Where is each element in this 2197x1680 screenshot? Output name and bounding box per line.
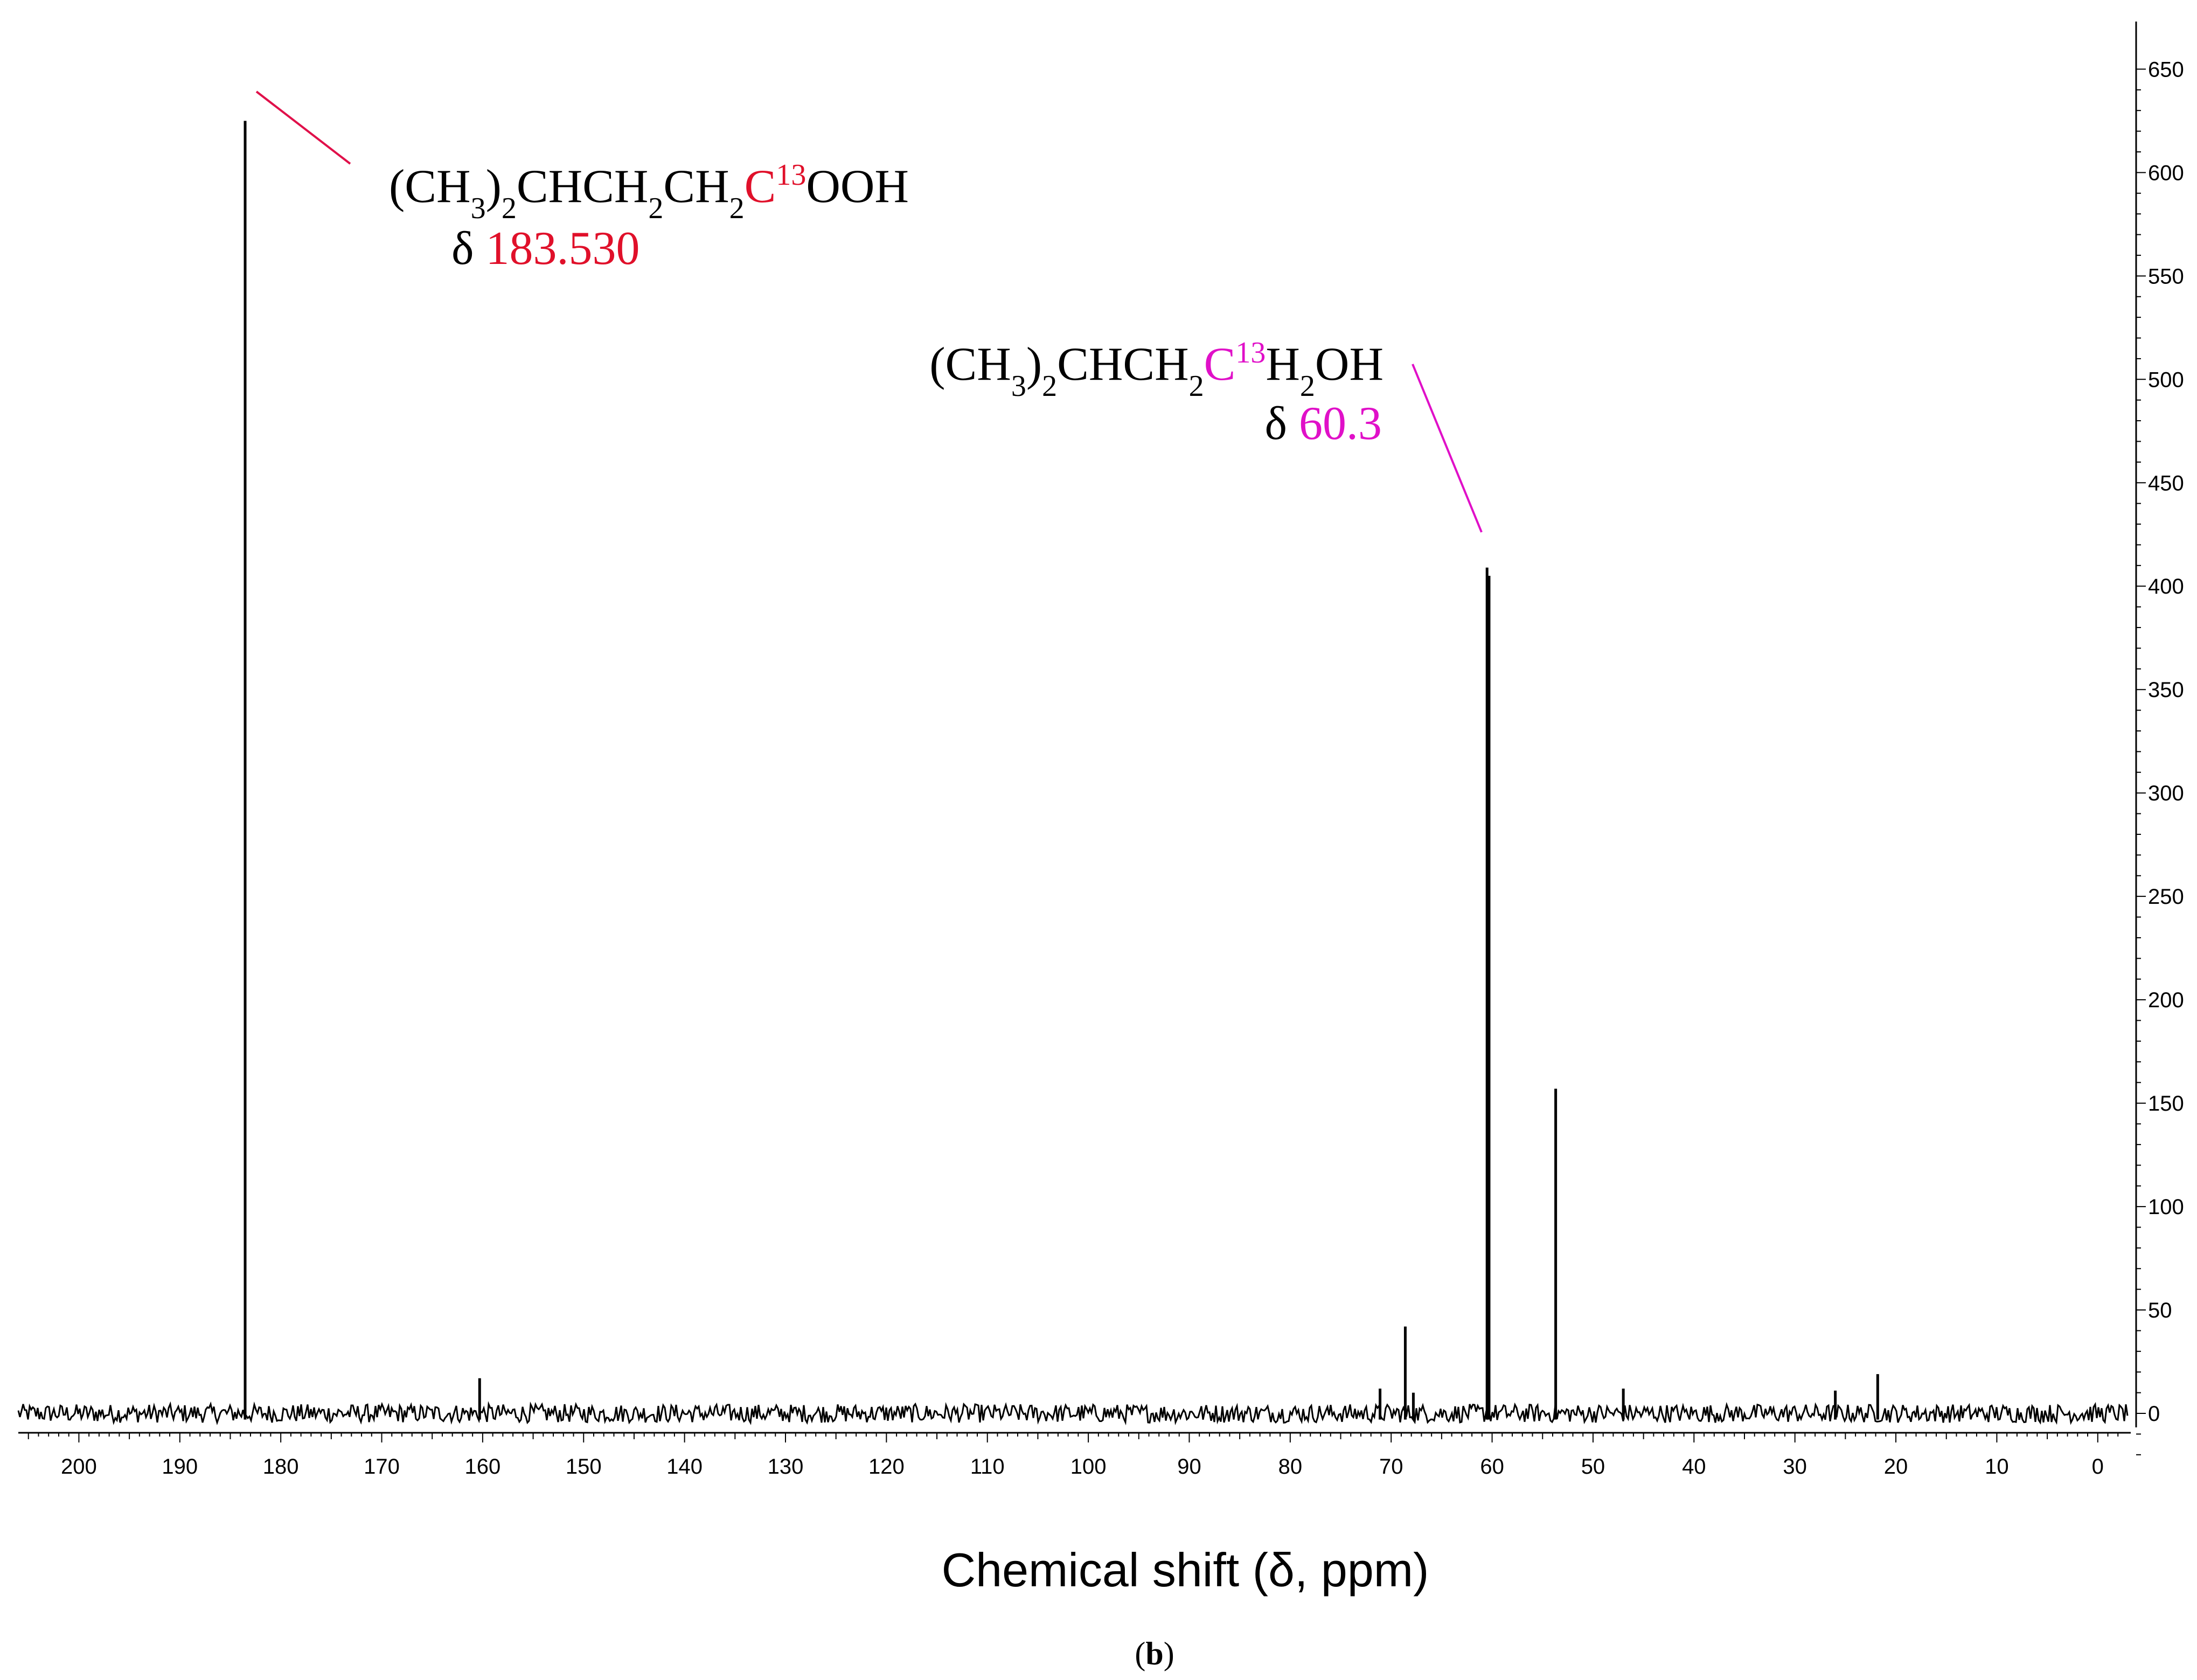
x-tick-label: 190	[162, 1455, 198, 1479]
annotation-formula-1: (CH3)2CHCH2CH2C13OOH	[389, 158, 909, 225]
x-tick-label: 170	[364, 1455, 400, 1479]
panel-label: (b)	[1135, 1636, 1174, 1671]
x-tick-label: 160	[465, 1455, 501, 1479]
y-tick-label: 0	[2148, 1402, 2160, 1426]
x-tick-label: 150	[566, 1455, 602, 1479]
x-tick-label: 130	[768, 1455, 804, 1479]
annotation-leader-line-2	[1412, 364, 1483, 533]
y-tick-label: 50	[2148, 1299, 2172, 1322]
x-tick-label: 10	[1985, 1455, 2009, 1479]
annotation-shift-2: δ 60.3	[1265, 398, 1382, 450]
x-axis: 200 190 180 170 160 150 140 130 120 110 100 90 80 70 6…	[18, 1432, 2131, 1479]
x-tick-label: 70	[1379, 1455, 1403, 1479]
annotation-shift-1: δ 183.530	[451, 222, 639, 275]
x-tick-label: 0	[2092, 1455, 2104, 1479]
y-tick-label: 300	[2148, 782, 2184, 805]
x-tick-label: 120	[868, 1455, 905, 1479]
y-tick-label: 400	[2148, 575, 2184, 598]
y-tick-label: 250	[2148, 885, 2184, 909]
x-tick-label: 50	[1581, 1455, 1605, 1479]
y-tick-label: 150	[2148, 1092, 2184, 1116]
annotation-leader-line-1	[255, 90, 351, 165]
x-tick-label: 20	[1884, 1455, 1908, 1479]
y-tick-label: 650	[2148, 58, 2184, 81]
y-tick-label: 500	[2148, 368, 2184, 392]
x-tick-label: 30	[1783, 1455, 1807, 1479]
spectrum-trace-group	[17, 121, 2129, 1426]
x-tick-label: 90	[1177, 1455, 1201, 1479]
x-tick-label: 110	[970, 1455, 1005, 1479]
y-tick-label: 600	[2148, 161, 2184, 185]
annotation-formula-2: (CH3)2CHCH2C13H2OH	[929, 336, 1383, 403]
y-tick-label: 200	[2148, 988, 2184, 1012]
y-tick-label: 350	[2148, 678, 2184, 702]
x-tick-label: 180	[263, 1455, 299, 1479]
baseline-noise-trace	[17, 1401, 2129, 1426]
x-axis-label: Chemical shift (δ, ppm)	[942, 1543, 1429, 1597]
y-tick-label: 450	[2148, 471, 2184, 495]
x-tick-label: 80	[1278, 1455, 1303, 1479]
x-tick-label: 140	[666, 1455, 703, 1479]
x-tick-label: 200	[61, 1455, 97, 1479]
x-tick-label: 40	[1682, 1455, 1706, 1479]
x-tick-label: 60	[1480, 1455, 1504, 1479]
x-tick-label: 100	[1070, 1455, 1107, 1479]
y-tick-label: 550	[2148, 264, 2184, 288]
y-tick-label: 100	[2148, 1195, 2184, 1219]
